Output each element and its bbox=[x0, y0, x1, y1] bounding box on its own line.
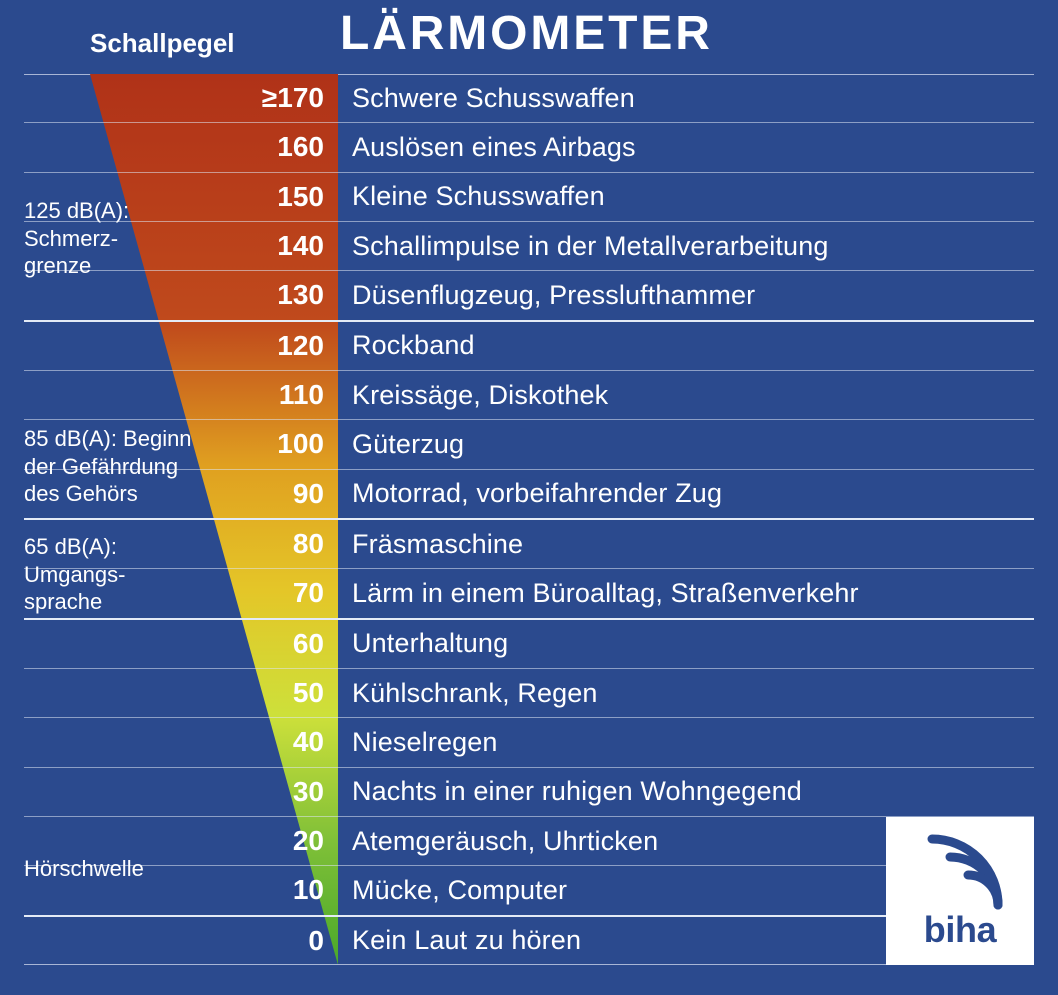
db-value: 30 bbox=[24, 776, 338, 808]
db-description: Güterzug bbox=[338, 429, 1034, 460]
noise-row: 20Atemgeräusch, Uhrticken bbox=[24, 817, 1034, 866]
db-value: 110 bbox=[24, 379, 338, 411]
db-description: Unterhaltung bbox=[338, 628, 1034, 659]
logo-box: biha bbox=[886, 817, 1034, 965]
db-description: Nachts in einer ruhigen Wohngegend bbox=[338, 776, 1034, 807]
bottom-divider bbox=[24, 964, 1034, 965]
db-description: Nieselregen bbox=[338, 727, 1034, 758]
db-description: Kleine Schusswaffen bbox=[338, 181, 1034, 212]
logo-arcs-icon bbox=[910, 831, 1010, 913]
noise-row: 160Auslösen eines Airbags bbox=[24, 123, 1034, 172]
db-value: 130 bbox=[24, 279, 338, 311]
noise-row: 150Kleine Schusswaffen bbox=[24, 173, 1034, 222]
db-description: Rockband bbox=[338, 330, 1034, 361]
db-value: ≥170 bbox=[24, 82, 338, 114]
noise-row: 40Nieselregen bbox=[24, 718, 1034, 767]
noise-row: 50Kühlschrank, Regen bbox=[24, 669, 1034, 718]
db-value: 60 bbox=[24, 628, 338, 660]
db-description: Düsenflugzeug, Presslufthammer bbox=[338, 280, 1034, 311]
side-threshold-label: Hörschwelle bbox=[24, 855, 144, 883]
noise-row: 30Nachts in einer ruhigen Wohngegend bbox=[24, 768, 1034, 817]
noise-row: 10Mücke, Computer bbox=[24, 866, 1034, 916]
noise-row: 130Düsenflugzeug, Presslufthammer bbox=[24, 271, 1034, 321]
side-threshold-label: 125 dB(A): Schmerz- grenze bbox=[24, 197, 129, 280]
noise-row: ≥170Schwere Schusswaffen bbox=[24, 74, 1034, 123]
side-threshold-label: 85 dB(A): Beginn der Gefährdung des Gehö… bbox=[24, 425, 192, 508]
title: LÄRMOMETER bbox=[340, 6, 713, 61]
rows-container: ≥170Schwere Schusswaffen160Auslösen eine… bbox=[24, 74, 1034, 965]
db-description: Auslösen eines Airbags bbox=[338, 132, 1034, 163]
db-value: 120 bbox=[24, 330, 338, 362]
noise-row: 70Lärm in einem Büroalltag, Straßenverke… bbox=[24, 569, 1034, 619]
noise-row: 140Schallimpulse in der Metallverarbeitu… bbox=[24, 222, 1034, 271]
noise-row: 80Fräsmaschine bbox=[24, 520, 1034, 569]
db-description: Fräsmaschine bbox=[338, 529, 1034, 560]
db-value: 20 bbox=[24, 825, 338, 857]
db-description: Lärm in einem Büroalltag, Straßenverkehr bbox=[338, 578, 1034, 609]
db-description: Schallimpulse in der Metallverarbeitung bbox=[338, 231, 1034, 262]
header: Schallpegel LÄRMOMETER bbox=[0, 0, 1058, 70]
db-value: 160 bbox=[24, 131, 338, 163]
subtitle: Schallpegel bbox=[90, 28, 235, 59]
chart: ≥170Schwere Schusswaffen160Auslösen eine… bbox=[24, 74, 1034, 965]
noise-row: 120Rockband bbox=[24, 322, 1034, 371]
db-description: Motorrad, vorbeifahrender Zug bbox=[338, 478, 1034, 509]
noise-row: 110Kreissäge, Diskothek bbox=[24, 371, 1034, 420]
db-value: 0 bbox=[24, 925, 338, 957]
db-description: Schwere Schusswaffen bbox=[338, 83, 1034, 114]
logo-text: biha bbox=[924, 909, 997, 951]
db-description: Kühlschrank, Regen bbox=[338, 678, 1034, 709]
db-value: 40 bbox=[24, 726, 338, 758]
noise-row: 0Kein Laut zu hören bbox=[24, 917, 1034, 965]
db-description: Kreissäge, Diskothek bbox=[338, 380, 1034, 411]
noise-row: 60Unterhaltung bbox=[24, 620, 1034, 669]
side-threshold-label: 65 dB(A): Umgangs- sprache bbox=[24, 533, 125, 616]
db-value: 50 bbox=[24, 677, 338, 709]
